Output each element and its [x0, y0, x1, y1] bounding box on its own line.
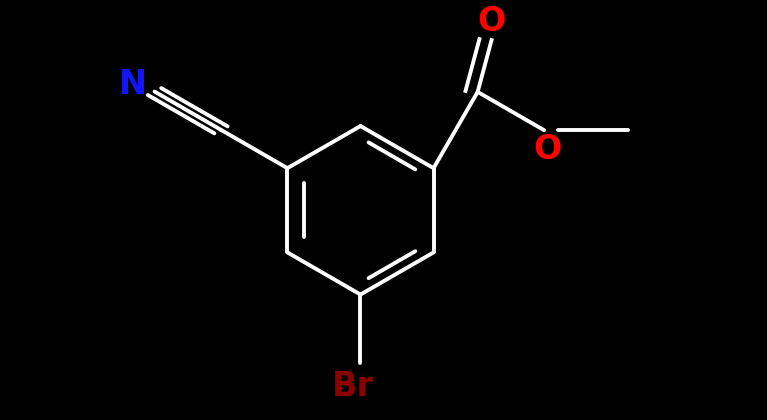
Text: N: N	[119, 68, 147, 100]
Text: Br: Br	[332, 370, 374, 403]
Text: O: O	[477, 5, 505, 38]
Text: O: O	[534, 133, 562, 165]
